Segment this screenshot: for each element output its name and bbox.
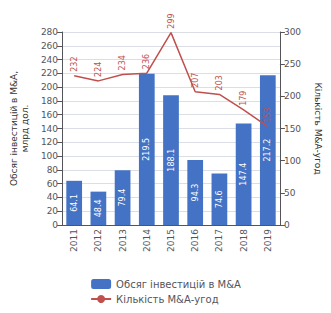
svg-text:160: 160	[41, 110, 58, 120]
svg-text:188.1: 188.1	[167, 149, 176, 172]
svg-text:Обсяг інвестицій в М&А: Обсяг інвестицій в М&А	[116, 279, 241, 290]
svg-text:147.4: 147.4	[239, 163, 248, 186]
svg-text:200: 200	[284, 91, 301, 101]
svg-text:140: 140	[41, 124, 58, 134]
svg-text:260: 260	[41, 41, 58, 51]
svg-text:2016: 2016	[190, 229, 200, 252]
svg-text:2012: 2012	[93, 229, 103, 252]
svg-text:153: 153	[263, 107, 272, 122]
svg-text:64.1: 64.1	[70, 194, 79, 212]
svg-text:100: 100	[41, 151, 58, 161]
svg-text:217.2: 217.2	[263, 139, 272, 162]
svg-text:280: 280	[41, 27, 58, 37]
svg-text:79.4: 79.4	[118, 189, 127, 207]
svg-text:2019: 2019	[263, 229, 273, 252]
svg-text:2013: 2013	[118, 229, 128, 252]
svg-text:40: 40	[47, 192, 59, 202]
svg-text:232: 232	[70, 56, 79, 71]
svg-text:Кількість М&А-угод: Кількість М&А-угод	[313, 82, 323, 174]
svg-text:207: 207	[191, 73, 200, 88]
svg-text:299: 299	[167, 13, 176, 28]
svg-text:200: 200	[41, 82, 58, 92]
svg-text:240: 240	[41, 55, 58, 65]
svg-text:220: 220	[41, 68, 58, 78]
svg-text:203: 203	[215, 75, 224, 90]
svg-text:236: 236	[142, 54, 151, 69]
svg-text:60: 60	[47, 179, 59, 189]
svg-text:120: 120	[41, 137, 58, 147]
svg-text:234: 234	[118, 55, 127, 70]
svg-text:0: 0	[284, 220, 290, 230]
svg-text:2015: 2015	[166, 229, 176, 252]
svg-text:50: 50	[284, 188, 296, 198]
svg-text:94.3: 94.3	[191, 184, 200, 202]
svg-text:250: 250	[284, 59, 301, 69]
svg-text:2017: 2017	[214, 229, 224, 252]
svg-text:80: 80	[47, 165, 59, 175]
svg-text:74.6: 74.6	[215, 190, 224, 208]
svg-text:100: 100	[284, 156, 301, 166]
svg-text:Обсяг інвестицій в М&А,: Обсяг інвестицій в М&А,	[9, 71, 19, 186]
svg-text:48.4: 48.4	[94, 199, 103, 217]
svg-text:219.5: 219.5	[142, 138, 151, 161]
svg-text:224: 224	[94, 62, 103, 77]
svg-text:150: 150	[284, 124, 301, 134]
svg-text:179: 179	[239, 91, 248, 106]
svg-text:Кількість М&А-угод: Кількість М&А-угод	[116, 294, 219, 305]
svg-text:300: 300	[284, 27, 301, 37]
svg-text:0: 0	[52, 220, 58, 230]
svg-text:2011: 2011	[69, 229, 79, 252]
svg-text:2018: 2018	[239, 229, 249, 252]
svg-text:20: 20	[47, 206, 59, 216]
svg-text:180: 180	[41, 96, 58, 106]
svg-text:2014: 2014	[142, 229, 152, 252]
svg-text:млрд дол.: млрд дол.	[20, 105, 30, 153]
